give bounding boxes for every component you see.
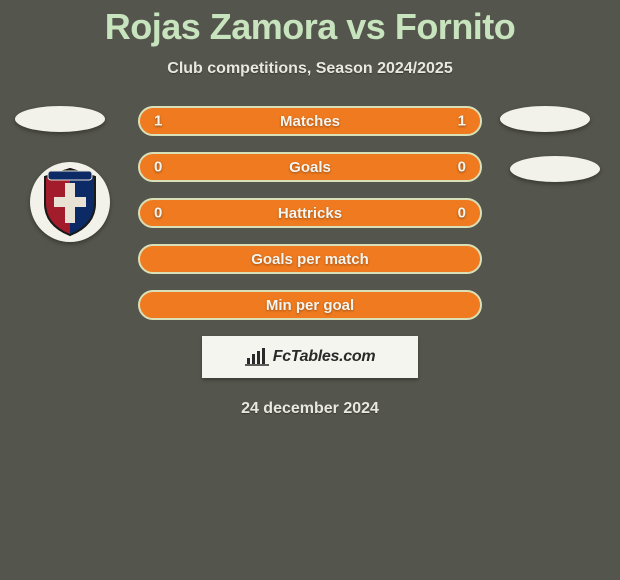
watermark-box: FcTables.com (202, 336, 418, 378)
stat-right-value: 0 (458, 205, 466, 222)
player2-avatar-placeholder (500, 106, 590, 132)
stat-pill-goals: 0 Goals 0 (138, 152, 482, 182)
page-title: Rojas Zamora vs Fornito (0, 0, 620, 48)
stat-label: Min per goal (266, 297, 354, 314)
club-badge (30, 162, 110, 242)
stat-right-value: 1 (458, 113, 466, 130)
stat-pill-min-per-goal: Min per goal (138, 290, 482, 320)
date-text: 24 december 2024 (0, 400, 620, 418)
player2-avatar-placeholder-2 (510, 156, 600, 182)
stat-pill-hattricks: 0 Hattricks 0 (138, 198, 482, 228)
bar-chart-icon (245, 348, 269, 366)
stat-left-value: 1 (154, 113, 162, 130)
subtitle: Club competitions, Season 2024/2025 (0, 60, 620, 78)
player1-avatar-placeholder (15, 106, 105, 132)
stat-pill-goals-per-match: Goals per match (138, 244, 482, 274)
stat-label: Goals per match (251, 251, 369, 268)
watermark-text: FcTables.com (273, 348, 376, 366)
stat-label: Goals (289, 159, 331, 176)
stat-left-value: 0 (154, 159, 162, 176)
club-crest-icon (40, 167, 100, 237)
comparison-panel: 1 Matches 1 0 Goals 0 0 Hattricks 0 Goal… (0, 106, 620, 418)
stat-label: Hattricks (278, 205, 342, 222)
stat-pill-list: 1 Matches 1 0 Goals 0 0 Hattricks 0 Goal… (138, 106, 482, 320)
stat-right-value: 0 (458, 159, 466, 176)
stat-pill-matches: 1 Matches 1 (138, 106, 482, 136)
stat-left-value: 0 (154, 205, 162, 222)
stat-label: Matches (280, 113, 340, 130)
